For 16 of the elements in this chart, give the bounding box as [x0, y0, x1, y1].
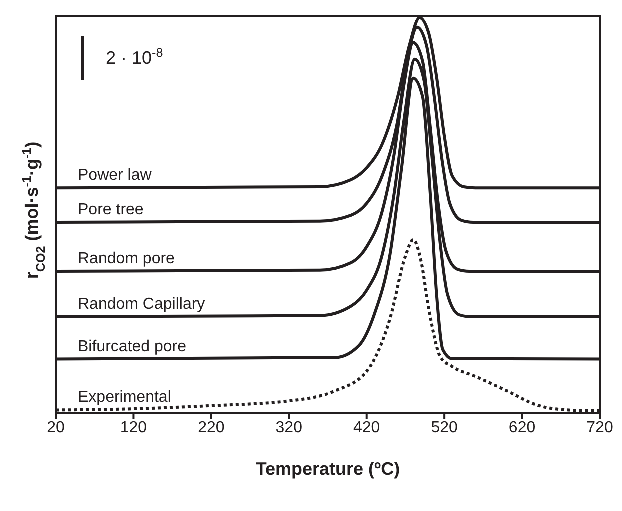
series-label: Bifurcated pore	[78, 338, 187, 356]
x-tick-label: 620	[508, 419, 536, 436]
series-label: Random pore	[78, 250, 176, 268]
series-label: Random Capillary	[78, 296, 206, 313]
x-tick-label: 520	[431, 419, 458, 436]
x-tick-label: 720	[586, 419, 614, 436]
annotation: 2 · 10$^{-8}$	[106, 46, 164, 68]
x-axis-title: Temperature (ºC)	[256, 459, 400, 479]
x-tick-label: 20	[47, 419, 65, 436]
x-tick-label: 320	[276, 419, 303, 436]
x-tick-label: 220	[198, 419, 225, 436]
series-label: Pore tree	[78, 202, 144, 219]
series-label: Power law	[78, 167, 152, 184]
x-tick-label: 120	[120, 419, 148, 436]
series-label: Experimental	[78, 389, 172, 406]
x-tick-label: 420	[354, 419, 380, 436]
